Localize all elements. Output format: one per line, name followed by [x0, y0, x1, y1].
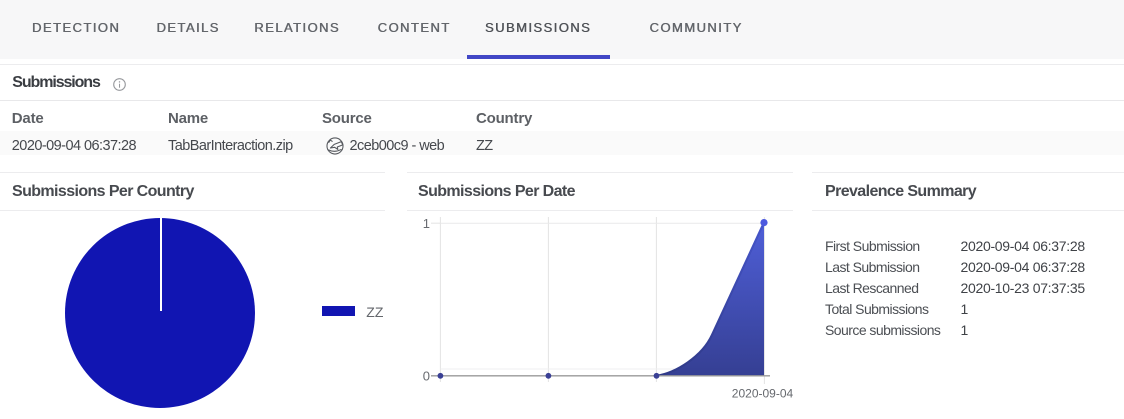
svg-text:1: 1 — [423, 216, 430, 231]
svg-text:0: 0 — [423, 368, 430, 383]
svg-text:2020-09-04: 2020-09-04 — [732, 387, 794, 401]
